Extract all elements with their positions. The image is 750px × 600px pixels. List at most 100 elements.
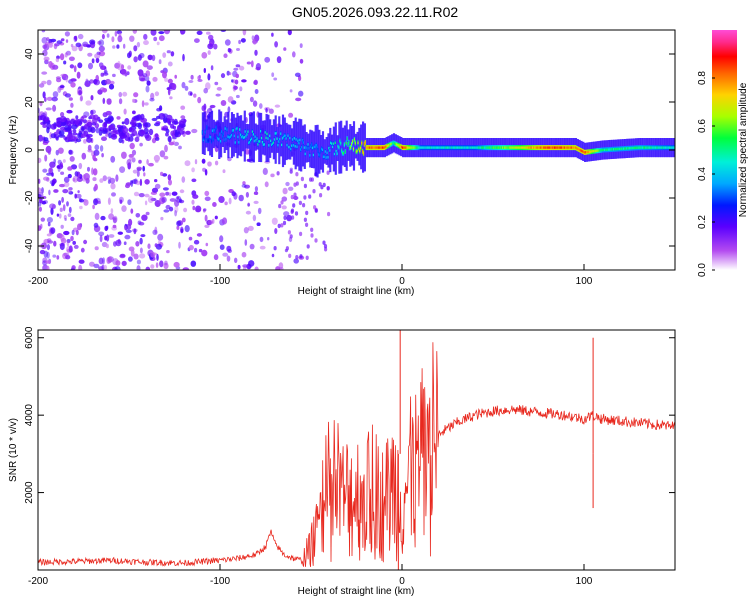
ridge-core	[630, 146, 632, 150]
ridge-core	[573, 146, 575, 149]
ridge-core	[637, 146, 639, 149]
ridge-core	[658, 146, 660, 149]
ridge-core	[320, 149, 322, 153]
ridge-core	[562, 146, 564, 149]
ridge-core	[462, 146, 464, 149]
ridge-core	[408, 146, 410, 149]
noise-dot	[173, 261, 180, 268]
noise-dot	[223, 53, 228, 58]
noise-dot	[77, 62, 83, 69]
ridge-core	[399, 145, 401, 148]
ridge-core	[546, 146, 548, 149]
ridge-core	[308, 147, 310, 150]
ridge-core	[660, 146, 662, 149]
noise-dot	[144, 122, 151, 128]
ridge-core	[370, 146, 372, 149]
noise-dot	[294, 72, 301, 78]
ridge-halo	[281, 114, 285, 168]
ridge-halo	[332, 126, 335, 172]
noise-dot	[77, 223, 82, 231]
ridge-core	[221, 135, 223, 138]
noise-dot	[62, 189, 69, 194]
ridge-core	[216, 135, 218, 139]
x-tick-label: 0	[399, 576, 405, 587]
ridge-core	[506, 146, 508, 149]
noise-dot	[208, 34, 214, 41]
noise-dot	[179, 189, 185, 194]
ridge-core	[493, 146, 495, 149]
noise-dot	[150, 197, 157, 202]
noise-dot	[115, 174, 119, 182]
noise-dot	[285, 246, 289, 251]
noise-dot	[318, 182, 322, 187]
noise-dot	[193, 239, 200, 245]
noise-dot	[66, 133, 74, 141]
ridge-core	[419, 146, 421, 149]
ridge-halo	[225, 119, 228, 151]
noise-dot	[139, 142, 143, 147]
ridge-core	[541, 146, 543, 149]
noise-dot	[227, 48, 232, 53]
noise-dot	[62, 159, 66, 163]
noise-dot	[119, 254, 126, 259]
noise-dot	[56, 213, 60, 217]
noise-dot	[153, 36, 158, 42]
noise-dot	[265, 108, 268, 113]
ridge-core	[350, 146, 352, 149]
noise-dot	[41, 30, 46, 33]
noise-dot	[207, 219, 214, 225]
snr-panel: -200 -100 0 100 2000 4000 6000 Height of stra…	[8, 326, 676, 597]
ridge-core	[377, 146, 379, 149]
ridge-core	[550, 146, 552, 149]
noise-dot	[117, 231, 124, 235]
noise-dot	[127, 256, 133, 262]
noise-dot	[215, 93, 221, 97]
y-tick-label: 6000	[24, 326, 35, 349]
ridge-core	[403, 146, 405, 149]
ridge-core	[554, 146, 557, 149]
ridge-core	[351, 143, 353, 146]
noise-dot	[60, 112, 65, 117]
ridge-core	[608, 148, 610, 151]
noise-dot	[141, 100, 145, 108]
noise-dot	[52, 104, 57, 112]
noise-dot	[133, 191, 140, 197]
ridge-core	[624, 147, 626, 150]
noise-dot	[72, 129, 77, 133]
ridge-core	[468, 146, 470, 149]
ridge-core	[255, 139, 257, 142]
ridge-core	[397, 144, 399, 147]
noise-dot	[154, 183, 161, 190]
ridge-core	[530, 146, 532, 149]
noise-dot	[144, 193, 150, 198]
noise-dot	[70, 235, 74, 242]
noise-dot	[42, 44, 48, 49]
noise-dot	[136, 41, 141, 48]
noise-dot	[46, 217, 54, 223]
ridge-core	[230, 135, 232, 138]
noise-dot	[162, 71, 167, 79]
ridge-core	[215, 126, 217, 129]
ridge-core	[590, 150, 592, 153]
noise-dot	[291, 215, 295, 220]
noise-dot	[146, 80, 151, 86]
ridge-core	[454, 146, 456, 149]
ridge-halo	[362, 121, 365, 173]
noise-dot	[299, 254, 303, 259]
noise-dot	[147, 54, 153, 61]
noise-dot	[276, 171, 280, 176]
ridge-core	[274, 132, 276, 135]
ridge-core	[650, 146, 652, 149]
noise-dot	[92, 177, 97, 182]
noise-dot	[198, 248, 203, 253]
noise-dot	[119, 166, 126, 174]
noise-dot	[238, 194, 244, 202]
ridge-core	[488, 146, 490, 149]
ridge-core	[523, 146, 525, 149]
ridge-core	[267, 137, 269, 140]
ridge-core	[629, 147, 631, 150]
y-tick-label: 40	[24, 48, 35, 60]
noise-dot	[88, 62, 93, 70]
ridge-core	[485, 146, 487, 149]
ridge-core	[561, 146, 563, 149]
